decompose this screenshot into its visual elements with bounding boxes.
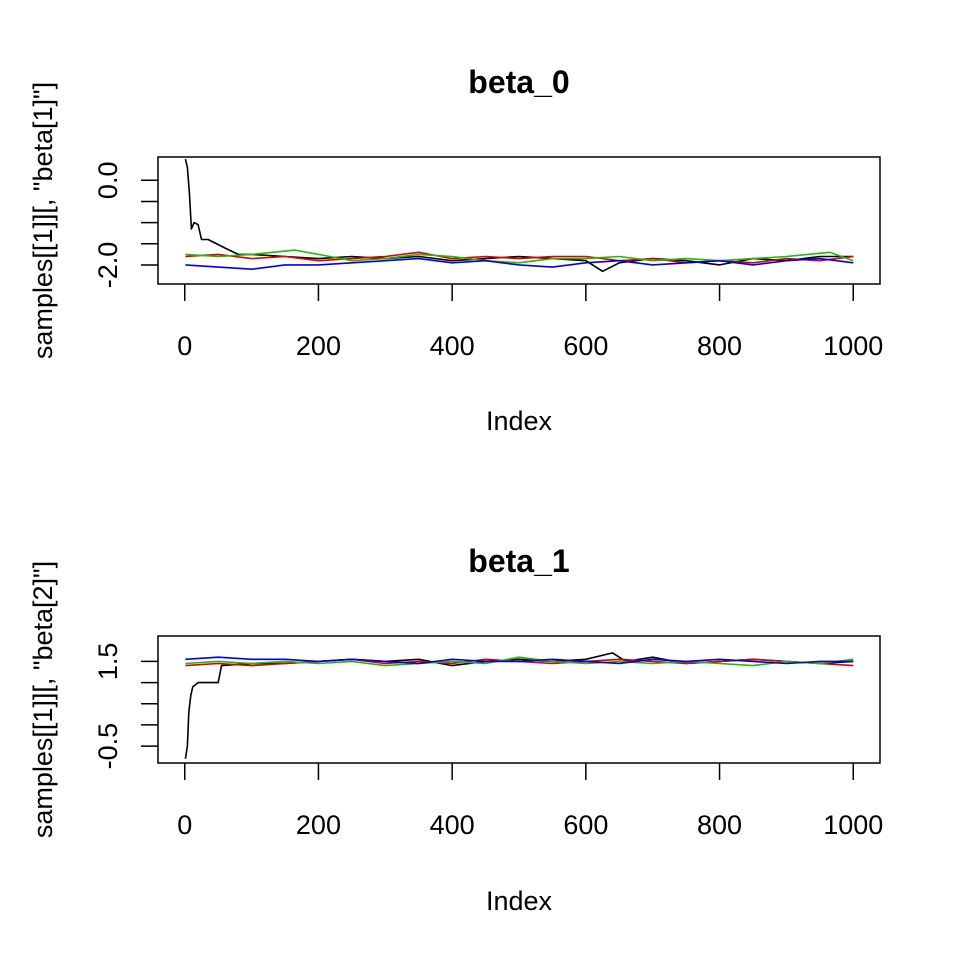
series-line-0 xyxy=(184,158,854,273)
chart-title: beta_1 xyxy=(468,543,569,579)
series-line-1 xyxy=(185,658,854,667)
series-line-2 xyxy=(185,656,854,667)
x-tick-label: 0 xyxy=(177,810,192,840)
series-line-3 xyxy=(185,656,854,665)
x-axis-label: Index xyxy=(486,406,553,436)
x-tick-label: 600 xyxy=(563,810,608,840)
series-line-3 xyxy=(185,257,854,270)
series-line-0 xyxy=(184,652,854,759)
y-tick-label: 0.0 xyxy=(93,162,123,200)
chart-title: beta_0 xyxy=(468,64,569,100)
x-tick-label: 400 xyxy=(430,810,475,840)
x-tick-label: 1000 xyxy=(823,810,883,840)
trace-panel-1: beta_1 0 200 400 600 800 1000 1.5 -0.5 Index sampl… xyxy=(28,543,883,916)
plot-frame xyxy=(157,156,881,285)
x-tick-label: 400 xyxy=(430,331,475,361)
x-tick-label: 600 xyxy=(563,331,608,361)
x-tick-label: 1000 xyxy=(823,331,883,361)
y-tick-label: -0.5 xyxy=(93,723,123,770)
x-axis-label: Index xyxy=(486,886,553,916)
x-tick-label: 800 xyxy=(697,331,742,361)
y-axis-label: samples[[1]][, "beta[2]"] xyxy=(28,561,58,838)
x-tick-label: 200 xyxy=(296,331,341,361)
x-tick-label: 200 xyxy=(296,810,341,840)
y-tick-label: -2.0 xyxy=(93,242,123,289)
x-tick-label: 800 xyxy=(697,810,742,840)
series-line-2 xyxy=(185,249,854,264)
y-axis-label: samples[[1]][, "beta[1]"] xyxy=(28,82,58,359)
series-line-1 xyxy=(185,251,854,264)
y-tick-label: 1.5 xyxy=(93,643,123,681)
plot-frame xyxy=(157,635,881,764)
trace-panel-0: beta_0 0 200 400 600 800 1000 0.0 -2.0 Index sampl… xyxy=(28,64,883,436)
x-tick-label: 0 xyxy=(177,331,192,361)
